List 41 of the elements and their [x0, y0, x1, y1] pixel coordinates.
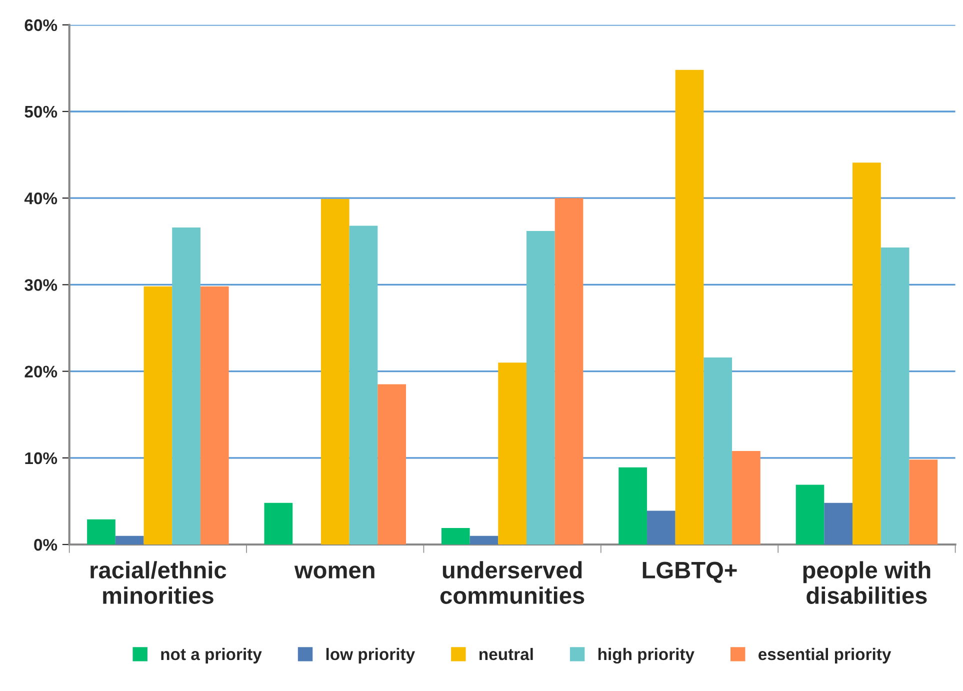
bar: [796, 484, 824, 545]
y-tick-label: 30%: [24, 279, 58, 291]
y-tick-label: 50%: [24, 106, 58, 118]
bar: [441, 528, 470, 545]
bar: [675, 70, 704, 545]
bar: [264, 502, 293, 545]
bar: [526, 230, 555, 545]
bar: [87, 519, 116, 545]
legend-label: low priority: [326, 648, 415, 664]
legend-label: essential priority: [758, 648, 892, 664]
x-tick-label: LGBTQ+: [642, 562, 737, 583]
y-tick-label: 10%: [25, 452, 58, 464]
bar: [618, 467, 647, 545]
bar: [824, 502, 853, 545]
x-tick-label: racial/ethnic minorities: [90, 561, 226, 604]
bar: [909, 460, 938, 545]
bar: [115, 536, 144, 545]
legend-label: not a priority: [161, 648, 262, 664]
bar: [704, 357, 732, 545]
y-tick-label: 20%: [24, 366, 58, 378]
bar: [646, 510, 676, 545]
x-tick-label: women: [294, 566, 374, 579]
bar: [880, 247, 910, 545]
y-tick-label: 40%: [24, 192, 58, 204]
y-tick-label: 0%: [34, 538, 58, 551]
bar: [144, 286, 172, 545]
bar: [172, 228, 200, 545]
bar: [852, 162, 881, 545]
bar: [732, 450, 760, 545]
legend-label: neutral: [480, 648, 533, 660]
y-tick-label: 60%: [24, 19, 58, 32]
bar: [554, 198, 584, 545]
x-tick-label: underserved communities: [440, 561, 584, 604]
bar: [200, 286, 229, 545]
bar: [470, 536, 498, 545]
x-tick-label: people with disabilities: [803, 561, 930, 604]
bar: [349, 226, 378, 545]
legend-label: high priority: [598, 648, 694, 664]
bar: [378, 384, 406, 545]
bar: [498, 362, 526, 545]
bar: [320, 198, 350, 545]
